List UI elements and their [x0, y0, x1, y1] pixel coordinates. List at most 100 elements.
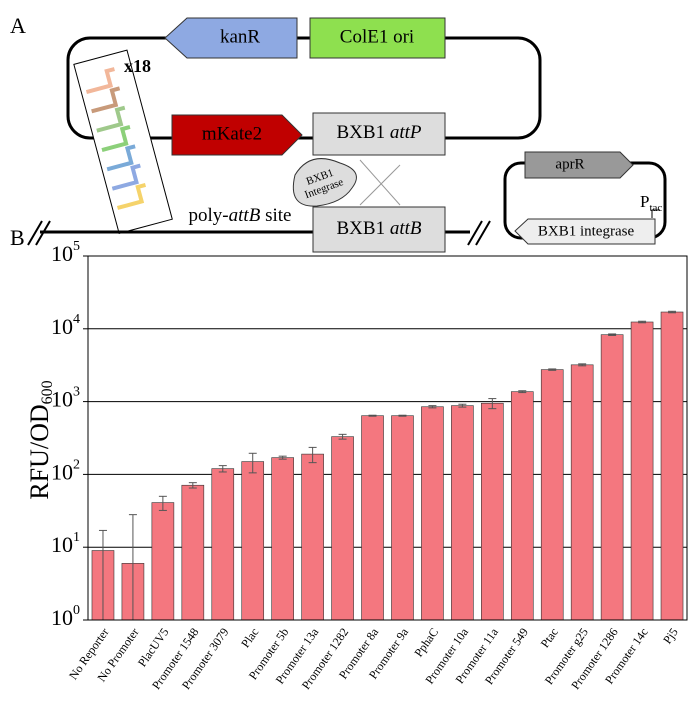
- text: 10: [51, 241, 73, 266]
- bar: [361, 415, 384, 621]
- error-bar: [578, 363, 587, 367]
- site-label: BXB1 attB: [337, 218, 422, 239]
- break-mark: [27, 220, 491, 246]
- error-bar: [188, 482, 197, 489]
- gene-label: BXB1 integrase: [538, 223, 635, 239]
- gene-label: ColE1 ori: [340, 26, 414, 47]
- site-label: BXB1 attP: [337, 122, 422, 143]
- y-tick-label: 102: [51, 458, 80, 485]
- error-bar: [398, 414, 407, 417]
- text: 5: [73, 239, 80, 254]
- x-tick-label: Ptac: [538, 625, 561, 650]
- bar: [211, 468, 235, 621]
- error-bar: [428, 405, 437, 409]
- text: BXB1: [337, 218, 386, 239]
- gene-label: aprR: [555, 156, 584, 172]
- bar: [181, 484, 205, 621]
- attb-site: [312, 206, 446, 253]
- promoter-arrow: [116, 182, 147, 210]
- error-bar: [668, 310, 677, 314]
- text: 600: [39, 380, 56, 404]
- text: 10: [51, 314, 73, 339]
- promoter-arrow: [101, 125, 131, 152]
- gene-label: mKate2: [202, 123, 262, 144]
- y-axis-title: RFU/OD600: [25, 380, 56, 499]
- text: tac: [649, 202, 662, 214]
- error-bar: [218, 465, 227, 473]
- bar: [391, 415, 414, 621]
- integrase-protein: [292, 158, 357, 207]
- promoter-arrow: [106, 144, 136, 172]
- y-tick-label: 104: [51, 312, 80, 339]
- error-bar: [338, 433, 347, 440]
- bar: [421, 406, 444, 621]
- text: 1: [73, 530, 80, 545]
- text: 10: [51, 459, 73, 484]
- y-tick-label: 100: [51, 603, 80, 630]
- error-bar: [608, 333, 617, 336]
- copy-label: x18: [124, 56, 151, 76]
- error-bar: [458, 403, 467, 408]
- attp-site: [312, 112, 446, 156]
- text: 2: [73, 458, 80, 473]
- bar: [301, 453, 324, 621]
- bar: [271, 457, 294, 621]
- bar: [660, 311, 684, 621]
- kanr-gene: [164, 17, 298, 59]
- panel-label: A: [10, 13, 26, 38]
- error-bar: [368, 414, 377, 417]
- bar: [241, 461, 265, 621]
- error-bar: [488, 398, 497, 410]
- x-tick-label: Plac: [238, 625, 261, 650]
- text: 10: [51, 532, 73, 557]
- promoter-arrow: [96, 105, 126, 133]
- error-bar: [308, 446, 317, 464]
- gene-label: kanR: [220, 26, 260, 47]
- promoter-label: Ptac: [640, 192, 662, 214]
- text: 4: [73, 312, 80, 327]
- error-bar: [548, 368, 557, 371]
- text: poly-: [189, 205, 229, 226]
- x-tick-label: PphaC: [411, 625, 441, 659]
- text: attB: [390, 218, 422, 239]
- promoter-arrow: [91, 86, 121, 114]
- bar: [331, 436, 354, 621]
- plasmid-backbone: [66, 36, 542, 140]
- text: 0: [73, 603, 80, 618]
- x-tick-label: Pj5: [660, 625, 681, 646]
- error-bar: [518, 390, 527, 394]
- text: 10: [51, 387, 73, 412]
- bar: [481, 402, 504, 621]
- text: site: [260, 205, 291, 226]
- bar: [570, 364, 594, 621]
- error-bar: [278, 455, 287, 460]
- mkate2-gene: [171, 114, 303, 156]
- plot-frame: [87, 255, 688, 621]
- site-label: poly-attB site: [189, 205, 292, 226]
- recombination-line: [359, 159, 401, 206]
- error-bar: [638, 320, 647, 324]
- text: attB: [229, 205, 261, 226]
- text: attP: [390, 122, 422, 143]
- promoter-arrow: [85, 67, 115, 94]
- text: BXB1: [337, 122, 386, 143]
- error-bar: [158, 495, 167, 511]
- promoter-arrow: [111, 163, 141, 191]
- integrase-gene: [514, 218, 656, 245]
- aprr-gene: [524, 151, 634, 179]
- bar: [451, 405, 474, 621]
- y-tick-label: 101: [51, 530, 80, 557]
- bar: [510, 391, 534, 621]
- text: 10: [51, 605, 73, 630]
- recombination-line: [359, 164, 401, 206]
- bar: [540, 369, 564, 621]
- error-bar: [248, 452, 257, 474]
- promoter-arrow: [651, 209, 660, 218]
- bar: [600, 334, 624, 621]
- text: P: [640, 192, 649, 211]
- bar: [630, 321, 654, 621]
- text: RFU/OD: [25, 404, 54, 499]
- y-tick-label: 103: [51, 385, 80, 412]
